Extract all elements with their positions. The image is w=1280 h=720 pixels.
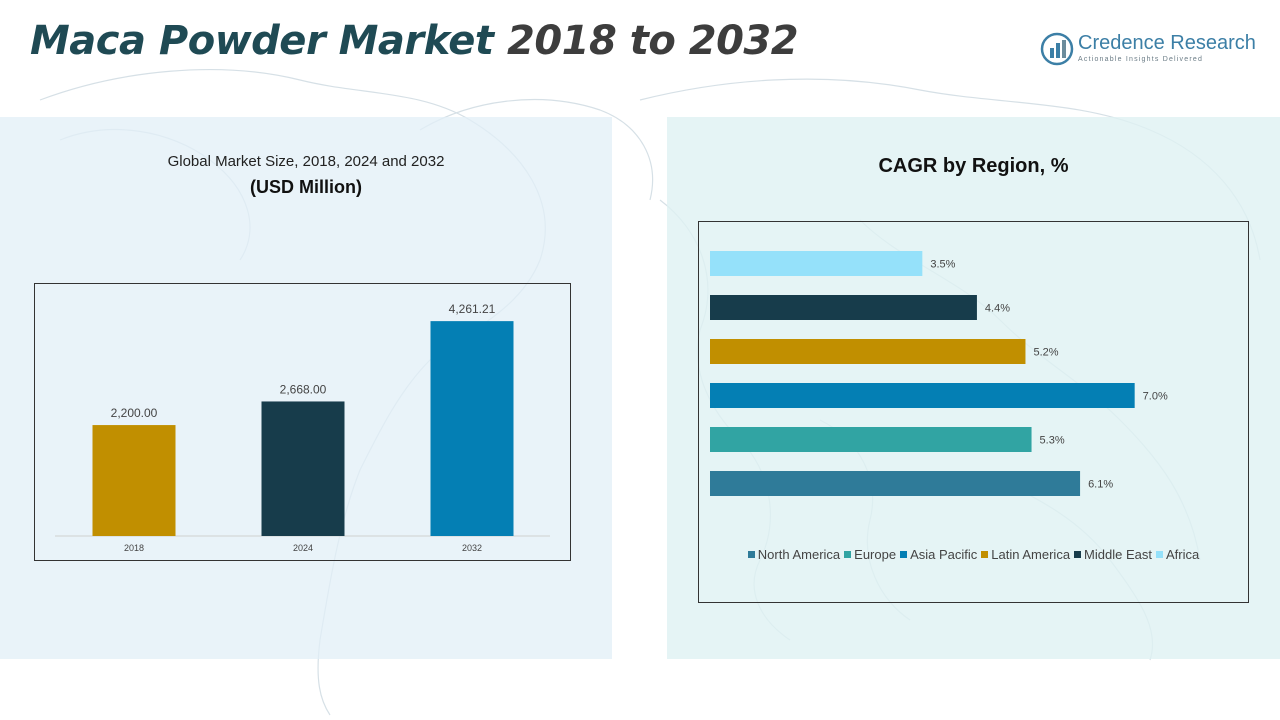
bar-africa: [710, 251, 923, 276]
cagr-legend: North America Europe Asia Pacific Latin Ame…: [699, 547, 1248, 562]
bar-2024: [261, 401, 345, 536]
legend-swatch: [1074, 551, 1082, 558]
bar-2018: [92, 425, 176, 536]
title-main: Maca Powder Market: [30, 18, 494, 64]
legend-item: Africa: [1155, 547, 1200, 562]
title-years: 2018 to 2032: [506, 18, 799, 64]
legend-swatch: [747, 551, 755, 558]
company-logo: Credence Research Actionable Insights De…: [1040, 32, 1260, 72]
bar-value-label: 7.0%: [1143, 391, 1168, 403]
bar-value-label: 3.5%: [930, 259, 955, 271]
bar-value-label: 2,668.00: [280, 382, 327, 396]
legend-label: Africa: [1165, 547, 1200, 562]
logo-icon: [1040, 32, 1074, 66]
bar-value-label: 5.2%: [1033, 347, 1058, 359]
x-tick-label: 2024: [293, 543, 313, 553]
legend-label: Asia Pacific: [910, 547, 978, 562]
legend-swatch: [1155, 551, 1163, 558]
bar-value-label: 5.3%: [1040, 435, 1065, 447]
legend-label: Middle East: [1084, 547, 1152, 562]
legend-item: Europe: [844, 547, 896, 562]
legend-swatch: [981, 551, 989, 558]
market-size-chart-svg: 2,200.00 2018 2,668.00 2024 4,261.21 2032: [55, 302, 550, 553]
legend-item: Latin America: [981, 547, 1070, 562]
legend-swatch: [900, 551, 908, 558]
legend-swatch: [844, 551, 852, 558]
bar-value-label: 2,200.00: [111, 406, 158, 420]
market-size-unit: (USD Million): [250, 177, 362, 197]
legend-label: North America: [757, 547, 841, 562]
market-size-chart: 2,200.00 2018 2,668.00 2024 4,261.21 2032: [34, 283, 571, 561]
market-size-subtitle: Global Market Size, 2018, 2024 and 2032: [167, 153, 445, 170]
bar-value-label: 6.1%: [1088, 479, 1113, 491]
legend-item: Middle East: [1074, 547, 1152, 562]
x-tick-label: 2032: [462, 543, 482, 553]
bar-middle-east: [710, 295, 977, 320]
legend-item: Asia Pacific: [900, 547, 977, 562]
bar-value-label: 4,261.21: [449, 302, 496, 316]
cagr-chart-svg: 3.5% 4.4% 5.2% 7.0% 5.3% 6.1%: [710, 251, 1168, 496]
bar-north-america: [710, 471, 1081, 496]
logo-name: Credence Research: [1078, 32, 1256, 54]
cagr-title: CAGR by Region, %: [878, 155, 1069, 177]
x-tick-label: 2018: [124, 543, 144, 553]
legend-label: Latin America: [991, 547, 1071, 562]
legend-item: North America: [747, 547, 841, 562]
legend-label: Europe: [854, 547, 897, 562]
bar-europe: [710, 427, 1032, 452]
logo-tagline: Actionable Insights Delivered: [1078, 56, 1204, 63]
bar-value-label: 4.4%: [985, 303, 1010, 315]
bar-latin-america: [710, 339, 1026, 364]
cagr-chart: 3.5% 4.4% 5.2% 7.0% 5.3% 6.1% North America Eu…: [698, 221, 1249, 603]
page-title: Maca Powder Market 2018 to 2032: [30, 18, 799, 64]
bar-asia-pacific: [710, 383, 1135, 408]
bar-2032: [430, 321, 514, 536]
